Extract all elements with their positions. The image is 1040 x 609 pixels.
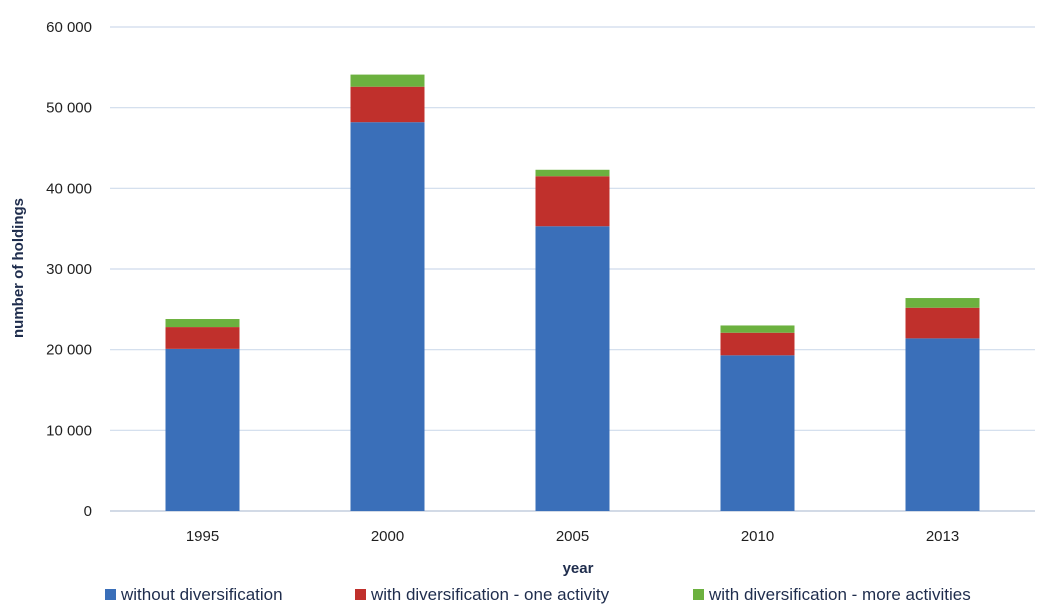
y-tick-label: 20 000: [46, 342, 92, 359]
bar-segment: [165, 319, 240, 328]
bar-segment: [350, 86, 425, 123]
y-tick-label: 50 000: [46, 100, 92, 117]
bar-segment: [535, 176, 610, 227]
y-tick-label: 60 000: [46, 19, 92, 36]
y-axis-title: number of holdings: [10, 198, 27, 338]
y-tick-label: 0: [84, 503, 92, 520]
bar-segment: [350, 122, 425, 511]
legend-label: with diversification - more activities: [708, 585, 971, 604]
legend-swatch: [693, 589, 704, 600]
bar-segment: [350, 74, 425, 87]
x-tick-label: 2010: [741, 528, 774, 545]
x-tick-label: 2005: [556, 528, 589, 545]
bar-segment: [165, 327, 240, 349]
bar-segment: [905, 338, 980, 511]
legend-swatch: [105, 589, 116, 600]
bar-segment: [720, 325, 795, 333]
x-tick-label: 1995: [186, 528, 219, 545]
bar-segment: [720, 332, 795, 356]
y-tick-label: 30 000: [46, 261, 92, 278]
bar-segment: [535, 169, 610, 177]
x-tick-label: 2000: [371, 528, 404, 545]
legend: without diversification with diversificat…: [105, 585, 971, 604]
bar-segment: [905, 298, 980, 308]
y-tick-label: 10 000: [46, 422, 92, 439]
legend-label: without diversification: [120, 585, 283, 604]
bar-segment: [165, 348, 240, 511]
legend-label: with diversification - one activity: [370, 585, 610, 604]
legend-swatch: [355, 589, 366, 600]
bar-segment: [720, 355, 795, 511]
x-axis-title: year: [563, 560, 594, 577]
bar-segment: [905, 307, 980, 339]
y-axis-ticks: 0 10 000 20 000 30 000 40 000 50 000 60 000: [46, 19, 92, 520]
bars: [165, 74, 980, 511]
x-tick-label: 2013: [926, 528, 959, 545]
x-axis-ticks: 1995 2000 2005 2010 2013: [186, 528, 959, 545]
y-tick-label: 40 000: [46, 180, 92, 197]
bar-segment: [535, 226, 610, 511]
